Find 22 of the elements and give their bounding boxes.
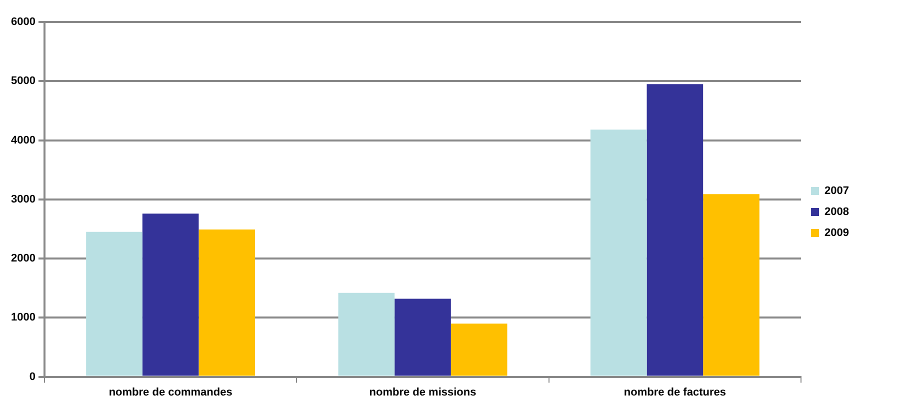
bar <box>198 230 256 376</box>
legend-label: 2007 <box>824 185 850 198</box>
legend-label: 2009 <box>824 227 850 240</box>
y-tick-label: 3000 <box>10 193 36 206</box>
bar <box>590 130 647 376</box>
y-tick-label: 4000 <box>10 134 36 146</box>
bar <box>450 324 508 376</box>
legend-label: 2008 <box>824 206 850 218</box>
bar <box>86 232 142 376</box>
bar <box>646 84 704 376</box>
bar <box>394 298 451 376</box>
x-tick-label: nombre de commandes <box>108 386 232 398</box>
bar <box>338 292 395 376</box>
x-tick-label: nombre de factures <box>624 386 726 398</box>
x-tick-label: nombre de missions <box>369 386 476 398</box>
y-tick-label: 6000 <box>10 16 36 28</box>
y-tick-label: 0 <box>29 370 36 383</box>
y-tick-label: 2000 <box>10 252 36 265</box>
bar <box>142 214 199 376</box>
y-tick-label: 5000 <box>10 75 36 88</box>
bar <box>703 194 760 376</box>
y-tick-label: 1000 <box>10 312 36 324</box>
